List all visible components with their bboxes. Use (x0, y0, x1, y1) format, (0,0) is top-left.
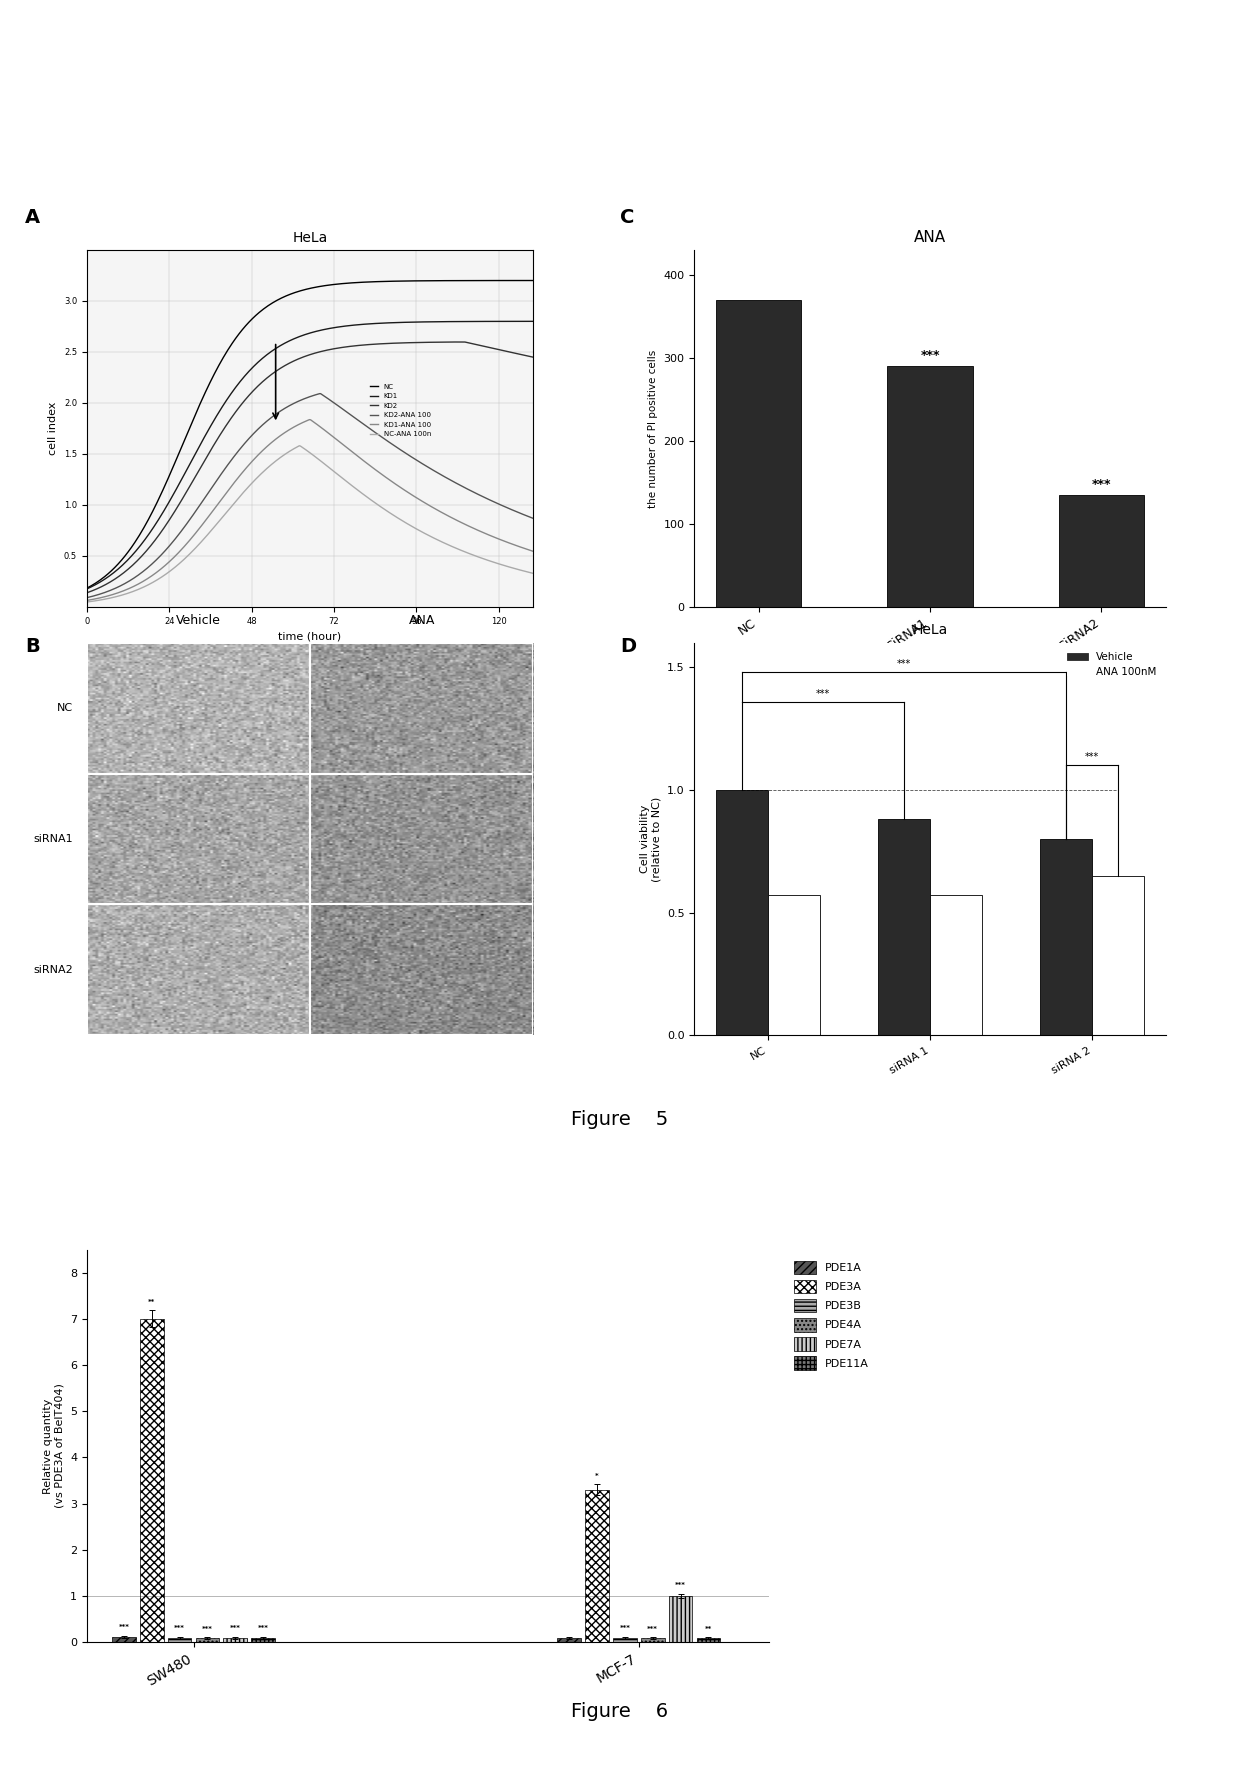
Text: **: ** (148, 1299, 155, 1305)
Text: Vehicle: Vehicle (176, 614, 221, 627)
Text: ***: *** (258, 1624, 269, 1631)
Y-axis label: the number of PI positive cells: the number of PI positive cells (649, 350, 658, 507)
Bar (112, 1637, 135, 1642)
Text: D: D (620, 637, 636, 655)
Text: *: * (595, 1473, 599, 1478)
Y-axis label: Relative quantity
(vs PDE3A of BelT404): Relative quantity (vs PDE3A of BelT404) (43, 1383, 64, 1508)
Title: HeLa: HeLa (293, 230, 327, 245)
Bar (878, 819, 930, 1035)
Text: A: A (25, 209, 40, 227)
Text: Figure    5: Figure 5 (572, 1110, 668, 1128)
Text: ***: *** (1091, 478, 1111, 491)
Bar (715, 300, 801, 607)
Text: C: C (620, 209, 635, 227)
Text: Figure    6: Figure 6 (572, 1703, 668, 1721)
Bar (252, 1637, 275, 1642)
Text: ***: *** (1085, 753, 1100, 762)
X-axis label: time (hour): time (hour) (279, 632, 341, 641)
Text: ***: *** (920, 350, 940, 362)
Bar (668, 1596, 692, 1642)
Text: B: B (25, 637, 40, 655)
Bar (697, 1639, 720, 1642)
Legend: Vehicle, ANA 100nM: Vehicle, ANA 100nM (1063, 648, 1161, 682)
Bar (310, 643, 533, 773)
Bar (196, 1639, 219, 1642)
Text: siRNA2: siRNA2 (33, 966, 73, 975)
Text: ***: *** (202, 1626, 213, 1631)
Text: ***: *** (647, 1626, 658, 1631)
Bar (87, 773, 310, 905)
Title: ANA: ANA (914, 230, 946, 245)
Legend: PDE1A, PDE3A, PDE3B, PDE4A, PDE7A, PDE11A: PDE1A, PDE3A, PDE3B, PDE4A, PDE7A, PDE11… (787, 1255, 874, 1374)
Bar (167, 1637, 191, 1642)
Bar (1059, 494, 1145, 607)
Bar (1040, 839, 1092, 1035)
Bar (641, 1639, 665, 1642)
Text: ***: *** (229, 1624, 241, 1631)
Text: ***: *** (620, 1624, 630, 1631)
Bar (140, 1319, 164, 1642)
Bar (930, 896, 982, 1035)
Y-axis label: Cell viability
(relative to NC): Cell viability (relative to NC) (640, 796, 661, 882)
Bar (87, 905, 310, 1035)
Bar (585, 1490, 609, 1642)
Text: **: ** (704, 1626, 712, 1631)
Bar (715, 789, 768, 1035)
Text: ANA: ANA (408, 614, 435, 627)
Bar (87, 643, 310, 773)
Text: ***: *** (816, 689, 830, 698)
Bar (887, 366, 973, 607)
Bar (223, 1637, 247, 1642)
Text: ***: *** (174, 1624, 185, 1631)
Text: ***: *** (897, 659, 911, 669)
Bar (1092, 876, 1145, 1035)
Bar (558, 1639, 582, 1642)
Text: siRNA1: siRNA1 (33, 834, 73, 844)
Text: ***: *** (119, 1624, 129, 1630)
Y-axis label: cell index: cell index (48, 402, 58, 455)
Legend: NC, KD1, KD2, KD2-ANA 100, KD1-ANA 100, NC-ANA 100n: NC, KD1, KD2, KD2-ANA 100, KD1-ANA 100, … (367, 380, 434, 441)
Title: HeLa: HeLa (913, 623, 947, 637)
Bar (310, 773, 533, 905)
Bar (613, 1637, 637, 1642)
Text: ***: *** (676, 1582, 686, 1589)
Text: NC: NC (57, 703, 73, 712)
Bar (768, 896, 820, 1035)
Bar (310, 905, 533, 1035)
